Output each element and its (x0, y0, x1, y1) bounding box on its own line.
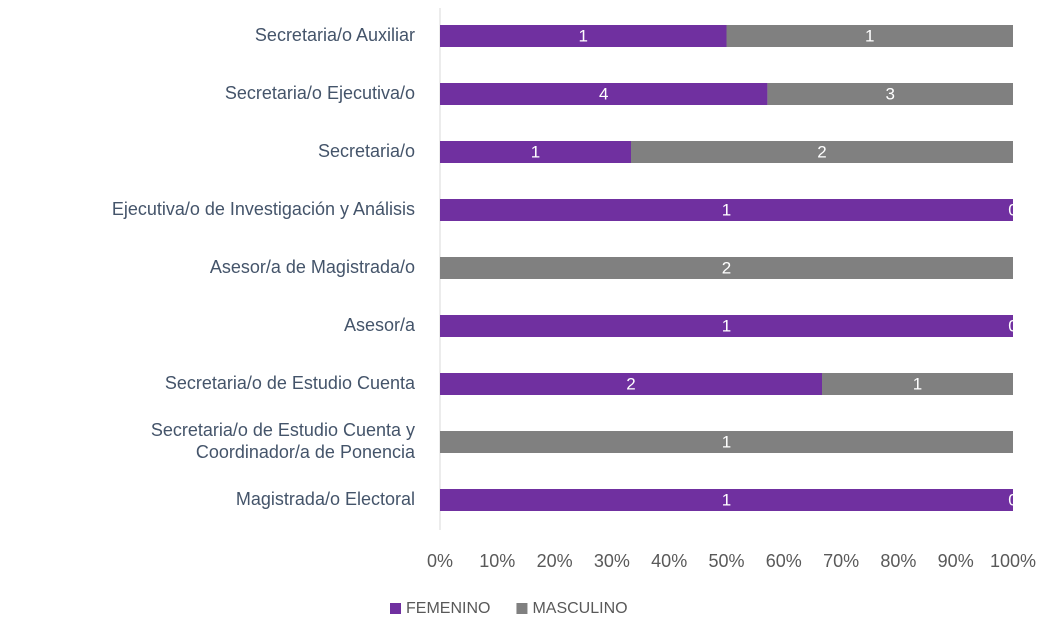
legend-swatch (516, 603, 528, 614)
bar (440, 83, 768, 105)
legend-label: MASCULINO (532, 600, 627, 617)
data-label: 1 (531, 142, 540, 161)
plot-area: 114312100210210110 (440, 25, 1017, 511)
y-tick-label: Secretaria/o (318, 141, 415, 161)
x-tick-label: 10% (479, 551, 515, 571)
x-tick-label: 70% (823, 551, 859, 571)
x-tick-label: 20% (537, 551, 573, 571)
x-tick-label: 60% (766, 551, 802, 571)
y-tick-label: Asesor/a (344, 315, 416, 335)
y-tick-label: Secretaria/o Ejecutiva/o (225, 83, 415, 103)
data-label: 0 (1008, 200, 1017, 219)
bar (440, 315, 1013, 337)
bar (631, 141, 1013, 163)
bar (440, 141, 631, 163)
bar (440, 199, 1013, 221)
y-tick-label: Secretaria/o Auxiliar (255, 25, 415, 45)
x-tick-label: 30% (594, 551, 630, 571)
legend-label: FEMENINO (406, 600, 490, 617)
data-label: 3 (885, 84, 894, 103)
x-tick-label: 50% (708, 551, 744, 571)
data-label: 1 (722, 200, 731, 219)
bar (726, 25, 1013, 47)
data-label: 4 (599, 84, 608, 103)
bar (440, 431, 1013, 453)
data-label: 1 (722, 490, 731, 509)
data-label: 2 (722, 258, 731, 277)
x-tick-label: 40% (651, 551, 687, 571)
data-label: 1 (579, 26, 588, 45)
data-label: 2 (817, 142, 826, 161)
bar (440, 489, 1013, 511)
data-label: 2 (626, 374, 635, 393)
bar (440, 257, 1013, 279)
x-tick-label: 80% (880, 551, 916, 571)
legend-swatch (390, 603, 401, 614)
data-label: 0 (1008, 316, 1017, 335)
y-tick-label: Secretaria/o de Estudio Cuenta (165, 373, 416, 393)
x-tick-label: 90% (938, 551, 974, 571)
x-tick-label: 0% (427, 551, 453, 571)
data-label: 1 (865, 26, 874, 45)
x-tick-label: 100% (990, 551, 1036, 571)
bar (440, 373, 822, 395)
data-label: 1 (722, 432, 731, 451)
data-label: 0 (1008, 490, 1017, 509)
bar (822, 373, 1013, 395)
y-tick-label: Asesor/a de Magistrada/o (210, 257, 415, 277)
bar (440, 25, 727, 47)
data-label: 1 (913, 374, 922, 393)
bar (767, 83, 1013, 105)
y-tick-label: Secretaria/o de Estudio Cuenta y Coordina… (151, 420, 416, 462)
y-tick-label: Magistrada/o Electoral (236, 489, 415, 509)
data-label: 1 (722, 316, 731, 335)
y-tick-label: Ejecutiva/o de Investigación y Análisis (112, 199, 415, 219)
